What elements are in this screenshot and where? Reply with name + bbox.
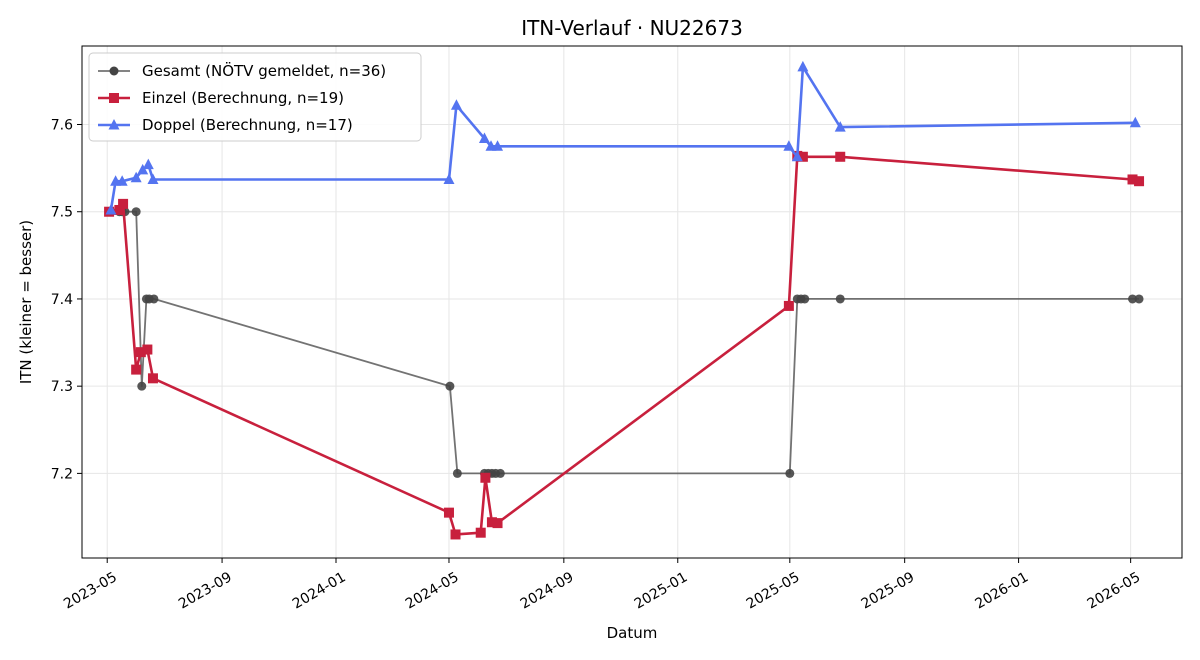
data-point: [135, 347, 146, 358]
data-point: [130, 171, 142, 183]
data-point: [480, 472, 491, 483]
series-line: [109, 210, 1139, 475]
data-point: [791, 150, 803, 162]
data-point: [147, 373, 158, 384]
x-tick-label: 2025-01: [632, 569, 691, 612]
data-point: [137, 163, 149, 175]
data-point: [452, 468, 462, 478]
data-point: [450, 529, 461, 540]
data-point: [443, 507, 454, 518]
x-tick-label: 2026-01: [973, 569, 1032, 612]
data-point: [478, 132, 490, 143]
x-tick-label: 2024-01: [290, 569, 349, 612]
data-point: [492, 140, 504, 151]
data-point: [116, 175, 128, 186]
data-point: [149, 294, 159, 304]
y-tick-label: 7.3: [51, 379, 73, 395]
legend-label: Einzel (Berechnung, n=19): [142, 89, 344, 107]
tick-layer: 2023-05 2023-09 2024-01 2024-05 2024-09 2025-…: [51, 118, 1144, 613]
data-point: [443, 173, 455, 184]
data-point: [105, 203, 117, 215]
x-tick-label: 2025-09: [859, 569, 918, 612]
data-point: [137, 381, 147, 391]
data-point: [486, 517, 497, 528]
legend-label: Doppel (Berechnung, n=17): [142, 116, 353, 134]
data-point: [1129, 116, 1141, 128]
y-tick-label: 7.6: [51, 118, 73, 134]
data-point: [1128, 294, 1138, 304]
data-point: [445, 381, 455, 391]
data-point: [835, 294, 845, 304]
series-layer: [104, 60, 1145, 540]
x-axis-label: Datum: [607, 624, 658, 642]
data-point: [114, 204, 125, 215]
data-point: [147, 173, 159, 184]
data-point: [783, 140, 795, 151]
y-tick-label: 7.5: [51, 205, 73, 221]
series-3: [105, 60, 1141, 215]
chart-title: ITN-Verlauf · NU22673: [521, 16, 743, 40]
legend-marker: [109, 66, 119, 76]
plot-frame: [81, 45, 1183, 559]
series-2: [104, 150, 1145, 540]
data-point: [797, 60, 809, 72]
x-tick-label: 2024-09: [518, 569, 577, 612]
x-tick-label: 2023-09: [176, 569, 235, 612]
data-point: [450, 99, 462, 110]
data-point: [800, 294, 810, 304]
legend: Gesamt (NÖTV gemeldet, n=36) Einzel (Bere…: [88, 52, 422, 142]
legend-marker: [109, 93, 119, 103]
data-point: [785, 468, 795, 478]
data-point: [118, 198, 129, 209]
data-point: [783, 300, 794, 311]
data-point: [835, 151, 846, 162]
y-tick-label: 7.4: [51, 292, 73, 308]
x-tick-label: 2023-05: [61, 569, 120, 612]
data-point: [142, 158, 154, 170]
data-point: [834, 121, 846, 132]
data-point: [1134, 176, 1145, 187]
legend-box: [88, 52, 422, 142]
data-point: [142, 344, 153, 355]
data-point: [797, 151, 808, 162]
data-point: [495, 468, 505, 478]
data-point: [492, 518, 503, 529]
x-tick-label: 2025-05: [744, 569, 803, 612]
data-point: [131, 207, 141, 217]
data-point: [475, 527, 486, 538]
data-point: [1127, 174, 1138, 185]
data-point: [1134, 294, 1144, 304]
y-tick-label: 7.2: [51, 466, 73, 482]
series-1: [104, 207, 1144, 478]
data-point: [131, 364, 142, 375]
legend-marker: [108, 119, 120, 130]
x-tick-label: 2026-05: [1085, 569, 1144, 612]
series-line: [108, 154, 1140, 536]
x-tick-label: 2024-05: [403, 569, 462, 612]
legend-label: Gesamt (NÖTV gemeldet, n=36): [142, 61, 386, 80]
y-axis-label: ITN (kleiner = besser): [17, 220, 35, 384]
